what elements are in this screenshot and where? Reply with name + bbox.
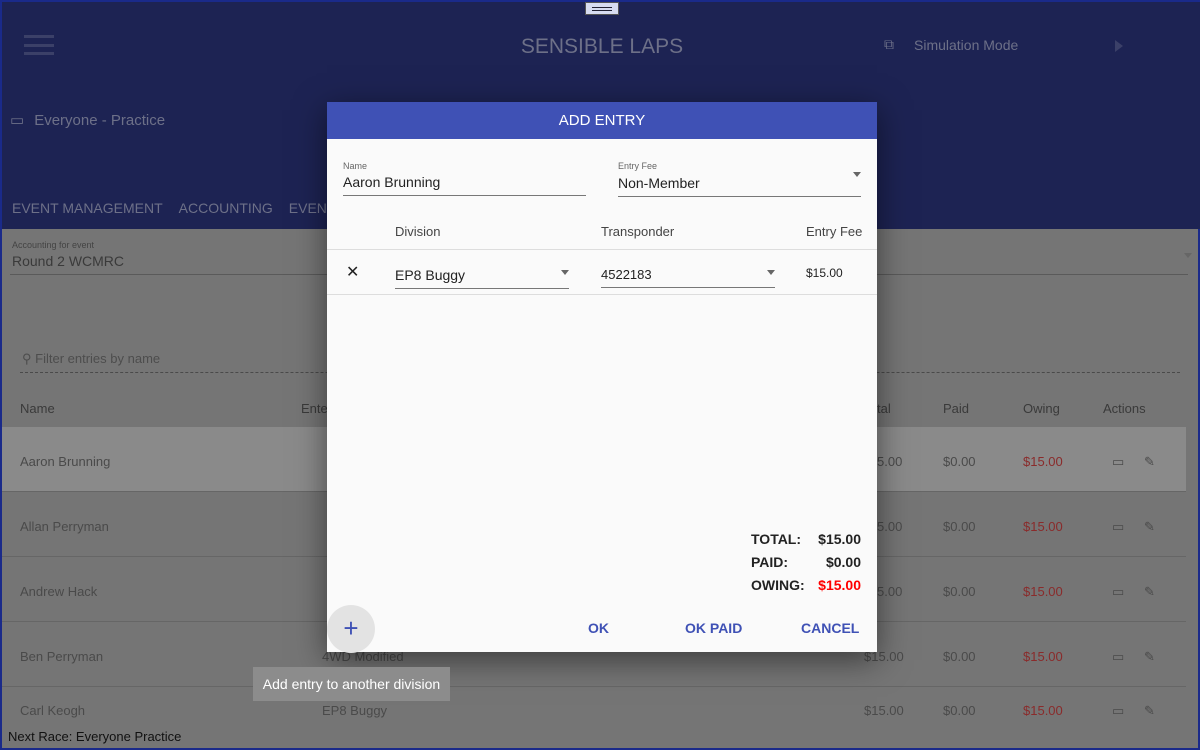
col-entered: Ente bbox=[301, 401, 328, 416]
owing-value: $15.00 bbox=[818, 577, 861, 593]
entry-fee-label: Entry Fee bbox=[618, 161, 658, 171]
col-actions: Actions bbox=[1103, 401, 1146, 416]
paid-label: PAID: bbox=[751, 554, 789, 570]
row-name: Carl Keogh bbox=[20, 703, 86, 718]
filter-placeholder: Filter entries by name bbox=[35, 351, 161, 366]
row-owing: $15.00 bbox=[1023, 584, 1063, 599]
row-owing: $15.00 bbox=[1023, 454, 1063, 469]
chevron-down-icon bbox=[767, 270, 775, 275]
row-owing: $15.00 bbox=[1023, 649, 1063, 664]
credit-card-icon[interactable]: ▭ bbox=[1112, 649, 1125, 664]
col-transponder: Transponder bbox=[601, 224, 675, 239]
credit-card-icon[interactable]: ▭ bbox=[1112, 703, 1125, 718]
tab-event[interactable]: EVENT bbox=[288, 200, 336, 216]
add-entry-dialog: ADD ENTRY Name Aaron Brunning Entry Fee No… bbox=[327, 102, 877, 653]
table-row[interactable]: Carl Keogh EP8 Buggy $15.00 $0.00 $15.00 ▭ ✎ bbox=[2, 687, 1186, 727]
monitor-icon: ▭ bbox=[10, 112, 25, 129]
edit-icon[interactable]: ✎ bbox=[1144, 454, 1155, 469]
col-entry-fee: Entry Fee bbox=[806, 224, 863, 239]
row-total: 5.00 bbox=[877, 584, 903, 599]
simulation-mode-label: Simulation Mode bbox=[914, 36, 1019, 53]
chevron-down-icon bbox=[1184, 253, 1192, 258]
plus-icon: + bbox=[343, 613, 359, 643]
tab-accounting[interactable]: ACCOUNTING bbox=[178, 200, 273, 216]
edit-icon[interactable]: ✎ bbox=[1144, 519, 1155, 534]
edit-icon[interactable]: ✎ bbox=[1144, 649, 1155, 664]
row-paid: $0.00 bbox=[943, 703, 976, 718]
row-paid: $0.00 bbox=[943, 454, 976, 469]
name-label: Name bbox=[343, 161, 368, 171]
entry-fee-value: Non-Member bbox=[618, 175, 861, 197]
credit-card-icon[interactable]: ▭ bbox=[1112, 584, 1125, 599]
simulation-mode[interactable]: ⧉ Simulation Mode bbox=[884, 36, 1018, 53]
col-name: Name bbox=[20, 401, 55, 416]
event-label: Everyone - Practice bbox=[34, 111, 166, 129]
tooltip: Add entry to another division bbox=[253, 667, 450, 701]
ok-button[interactable]: OK bbox=[588, 620, 609, 636]
division-value: EP8 Buggy bbox=[395, 267, 569, 289]
row-paid: $0.00 bbox=[943, 519, 976, 534]
total-label: TOTAL: bbox=[751, 531, 802, 547]
division-chip: 4WD Modified bbox=[322, 649, 404, 664]
search-icon: ⚲ bbox=[22, 351, 36, 366]
play-icon[interactable] bbox=[1115, 40, 1123, 52]
row-name: Aaron Brunning bbox=[20, 454, 111, 469]
app-title: SENSIBLE LAPS bbox=[520, 35, 684, 58]
row-total: 5.00 bbox=[877, 454, 903, 469]
row-owing: $15.00 bbox=[1023, 703, 1063, 718]
chevron-down-icon bbox=[561, 270, 569, 275]
division-select[interactable]: EP8 Buggy bbox=[395, 264, 569, 289]
network-icon: ⧉ bbox=[884, 36, 894, 52]
add-division-button[interactable]: + bbox=[327, 605, 375, 653]
ok-paid-button[interactable]: OK PAID bbox=[685, 620, 743, 636]
cancel-button[interactable]: CANCEL bbox=[801, 620, 860, 636]
row-total: $15.00 bbox=[864, 703, 904, 718]
name-input[interactable]: Aaron Brunning bbox=[343, 174, 586, 196]
row-name: Allan Perryman bbox=[20, 519, 109, 534]
dialog-title: ADD ENTRY bbox=[327, 102, 877, 139]
row-total: 5.00 bbox=[877, 519, 903, 534]
row-name: Andrew Hack bbox=[20, 584, 98, 599]
drag-handle[interactable] bbox=[585, 2, 619, 15]
name-field[interactable]: Name Aaron Brunning bbox=[343, 161, 586, 196]
accounting-event-select[interactable]: Round 2 WCMRC bbox=[12, 253, 125, 269]
row-name: Ben Perryman bbox=[20, 649, 104, 664]
transponder-value: 4522183 bbox=[601, 267, 775, 288]
credit-card-icon[interactable]: ▭ bbox=[1112, 454, 1125, 469]
table-row[interactable]: Ben Perryman 4WD Modified $15.00 $0.00 $15.0… bbox=[2, 622, 1186, 687]
chevron-down-icon bbox=[853, 172, 861, 177]
transponder-select[interactable]: 4522183 bbox=[601, 264, 775, 288]
credit-card-icon[interactable]: ▭ bbox=[1112, 519, 1125, 534]
owing-label: OWING: bbox=[751, 577, 805, 593]
col-owing: Owing bbox=[1023, 401, 1060, 416]
edit-icon[interactable]: ✎ bbox=[1144, 584, 1155, 599]
edit-icon[interactable]: ✎ bbox=[1144, 703, 1155, 718]
remove-entry-icon[interactable]: ✕ bbox=[346, 264, 360, 281]
col-total: tal bbox=[877, 401, 891, 416]
paid-value: $0.00 bbox=[825, 554, 861, 570]
row-total: $15.00 bbox=[864, 649, 904, 664]
col-paid: Paid bbox=[943, 401, 970, 416]
entry-fee-select[interactable]: Entry Fee Non-Member bbox=[618, 161, 861, 197]
row-owing: $15.00 bbox=[1023, 519, 1063, 534]
division-chip: EP8 Buggy bbox=[322, 703, 388, 718]
tab-event-management[interactable]: EVENT MANAGEMENT bbox=[12, 200, 163, 216]
next-race-status: Next Race: Everyone Practice bbox=[8, 729, 182, 744]
entry-fee-amount: $15.00 bbox=[806, 266, 843, 280]
row-paid: $0.00 bbox=[943, 649, 976, 664]
current-event: ▭ Everyone - Practice bbox=[10, 111, 166, 130]
row-paid: $0.00 bbox=[943, 584, 976, 599]
accounting-label: Accounting for event bbox=[12, 240, 95, 250]
col-division: Division bbox=[395, 224, 441, 239]
filter-input[interactable]: ⚲ Filter entries by name bbox=[22, 351, 160, 367]
hamburger-menu-icon[interactable] bbox=[24, 35, 54, 55]
total-value: $15.00 bbox=[818, 531, 861, 547]
